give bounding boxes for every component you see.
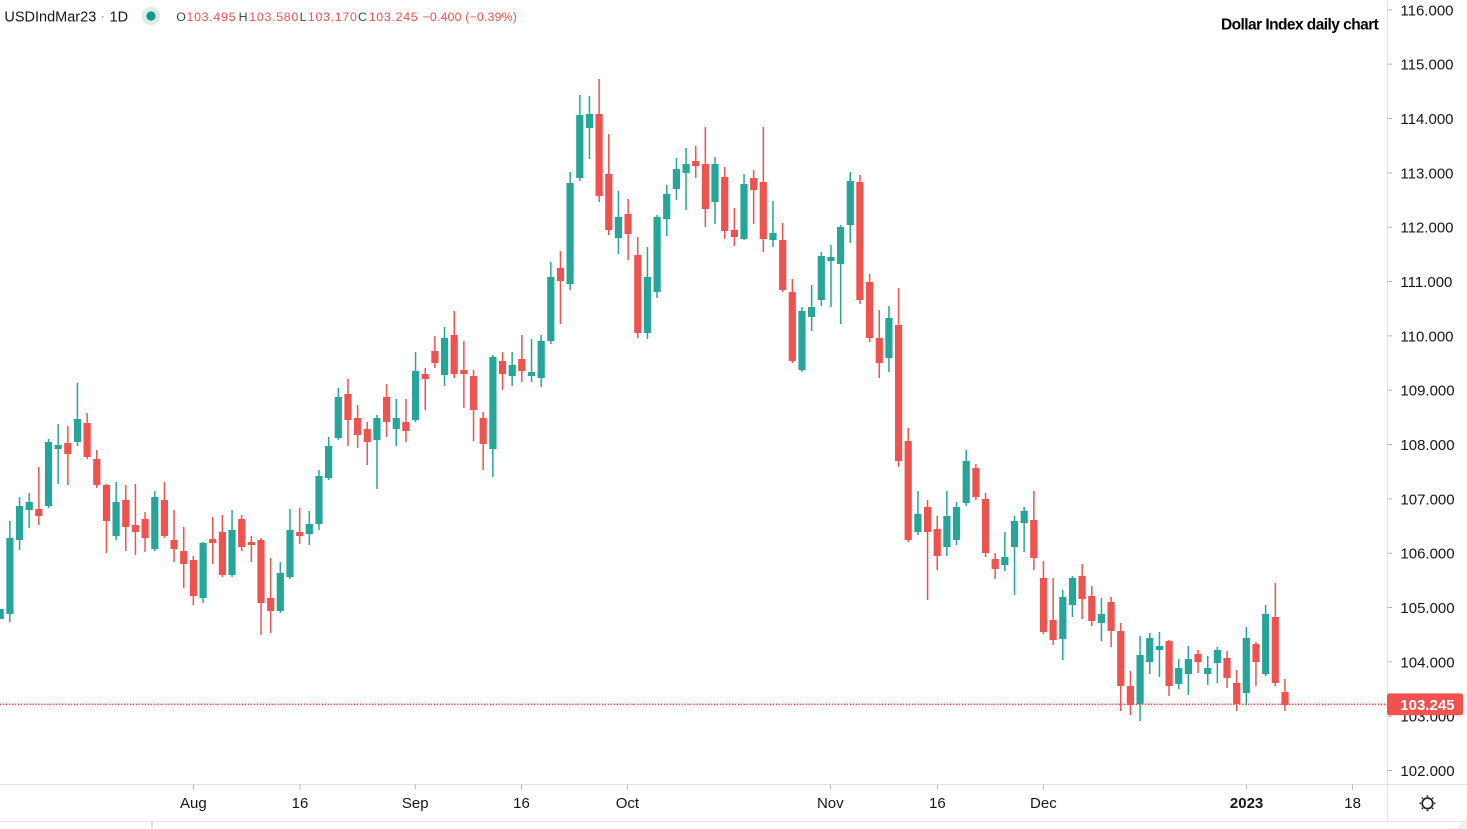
svg-text:16: 16	[292, 795, 309, 812]
svg-text:16: 16	[513, 795, 530, 812]
svg-text:106.000: 106.000	[1400, 546, 1454, 563]
svg-text:103.245: 103.245	[1400, 697, 1454, 714]
svg-text:Nov: Nov	[817, 795, 844, 812]
svg-text:Dollar Index daily chart: Dollar Index daily chart	[1221, 17, 1379, 34]
svg-text:110.000: 110.000	[1400, 328, 1453, 345]
svg-text:Dec: Dec	[1030, 795, 1057, 812]
svg-text:113.000: 113.000	[1400, 165, 1453, 182]
svg-text:115.000: 115.000	[1400, 57, 1453, 74]
svg-text:102.000: 102.000	[1400, 763, 1454, 780]
svg-text:Sep: Sep	[402, 795, 429, 812]
svg-text:2023: 2023	[1230, 795, 1263, 812]
svg-text:16: 16	[929, 795, 946, 812]
svg-text:107.000: 107.000	[1400, 491, 1454, 508]
svg-text:116.000: 116.000	[1400, 2, 1453, 19]
svg-text:111.000: 111.000	[1400, 274, 1452, 291]
svg-text:104.000: 104.000	[1400, 654, 1454, 671]
svg-text:109.000: 109.000	[1400, 383, 1454, 400]
svg-text:18: 18	[1344, 795, 1361, 812]
svg-text:USDIndMar23: USDIndMar23	[4, 9, 96, 25]
svg-text:·: ·	[101, 9, 105, 24]
svg-text:112.000: 112.000	[1400, 220, 1453, 237]
svg-text:1D: 1D	[110, 9, 129, 25]
svg-text:108.000: 108.000	[1400, 437, 1454, 454]
svg-text:114.000: 114.000	[1400, 111, 1453, 128]
svg-text:Aug: Aug	[180, 795, 207, 812]
svg-text:105.000: 105.000	[1400, 600, 1454, 617]
svg-text:Oct: Oct	[616, 795, 640, 812]
